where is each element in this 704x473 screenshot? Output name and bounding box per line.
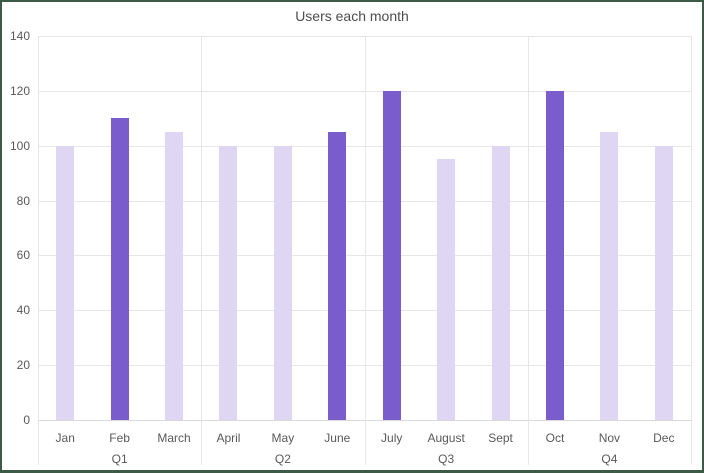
quarter-label: Q1 — [111, 452, 128, 466]
quarter-label: Q4 — [601, 452, 618, 466]
bar-april — [219, 145, 238, 420]
y-tick-label: 100 — [9, 138, 30, 153]
bar-july — [382, 90, 401, 420]
x-tick-label: Jan — [55, 431, 75, 445]
y-tick-label: 0 — [23, 413, 30, 427]
bar-sept — [491, 145, 510, 420]
y-tick-label: 120 — [9, 83, 30, 98]
x-tick-label: March — [157, 431, 191, 445]
x-tick-label: July — [381, 431, 403, 445]
quarter-label: Q2 — [274, 452, 291, 466]
y-tick-label: 20 — [16, 358, 30, 373]
bar-august — [437, 159, 456, 420]
quarter-separator — [364, 36, 366, 465]
x-tick-label: Nov — [598, 431, 621, 445]
quarter-label: Q3 — [438, 452, 455, 466]
plot-right-border — [691, 36, 692, 465]
y-tick-label: 140 — [9, 29, 30, 43]
x-tick-label: Dec — [653, 431, 675, 445]
bar-oct — [545, 90, 564, 420]
bar-feb — [110, 118, 129, 420]
bar-may — [273, 145, 292, 420]
chart-title: Users each month — [295, 8, 409, 24]
quarter-separator — [201, 36, 203, 465]
y-tick-label: 60 — [16, 248, 30, 263]
bar-jan — [56, 145, 75, 420]
x-tick-label: May — [271, 431, 295, 445]
bar-june — [328, 132, 347, 420]
bar-dec — [654, 145, 673, 420]
x-tick-label: June — [324, 431, 351, 445]
quarter-separator — [527, 36, 529, 465]
bar-march — [165, 132, 184, 420]
x-tick-label: April — [216, 431, 241, 445]
x-tick-label: Sept — [488, 431, 513, 445]
x-tick-label: August — [427, 431, 465, 445]
y-tick-label: 80 — [16, 193, 30, 208]
bar-nov — [600, 132, 619, 420]
y-tick-label: 40 — [16, 303, 30, 318]
y-axis-line — [38, 36, 39, 465]
x-tick-label: Feb — [109, 431, 130, 445]
x-tick-label: Oct — [545, 431, 565, 445]
